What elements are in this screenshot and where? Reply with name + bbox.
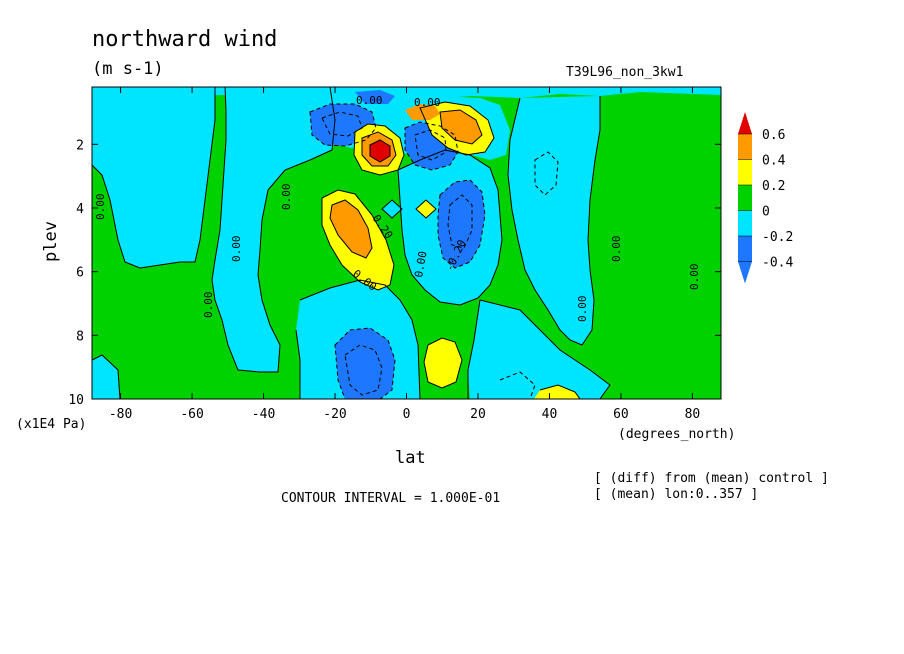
chart-title: northward wind <box>92 27 277 52</box>
colorbar-segment <box>738 236 752 262</box>
contour-label: 0.00 <box>414 96 441 109</box>
contour-label: 0.00 <box>610 236 623 263</box>
x-tick-label: -80 <box>109 407 132 422</box>
colorbar-min-triangle <box>738 261 752 284</box>
band-pos-max <box>370 140 390 162</box>
x-tick-label: 20 <box>470 407 486 422</box>
y-tick-label: 10 <box>68 393 84 408</box>
contour-label: 0.00 <box>202 292 215 319</box>
note-diff: [ (diff) from (mean) control ] <box>594 471 829 486</box>
y-tick-label: 8 <box>76 329 84 344</box>
x-tick-label: 0 <box>403 407 411 422</box>
colorbar-segment <box>738 159 752 185</box>
contour-label: 0.00 <box>356 94 383 107</box>
x-tick-label: 80 <box>685 407 701 422</box>
colorbar-label: -0.2 <box>762 230 793 245</box>
colorbar-max-triangle <box>738 112 752 134</box>
contour-label: 0.00 <box>412 250 429 278</box>
colorbar-segment <box>738 134 752 160</box>
x-tick-label: -40 <box>252 407 275 422</box>
contour-label: 0.00 <box>280 184 293 211</box>
y-axis-title: plev <box>41 221 61 262</box>
colorbar-label: 0.2 <box>762 179 785 194</box>
colorbar-label: -0.4 <box>762 256 793 271</box>
x-tick-label: 60 <box>613 407 629 422</box>
colorbar-segment <box>738 185 752 211</box>
x-axis-units: (degrees_north) <box>618 427 735 442</box>
contour-label: 0.00 <box>94 194 107 221</box>
contour-lines-negative <box>309 103 559 399</box>
x-tick-label: 40 <box>542 407 558 422</box>
x-tick-label: -20 <box>323 407 346 422</box>
contour-interval: CONTOUR INTERVAL = 1.000E-01 <box>281 491 500 506</box>
y-axis-units: (x1E4 Pa) <box>16 417 86 432</box>
contour-lines <box>92 87 611 399</box>
x-tick-label: -60 <box>180 407 203 422</box>
contour-label: 0.00 <box>576 296 589 323</box>
y-tick-label: 6 <box>76 266 84 281</box>
colorbar: 0.6 0.4 0.2 0 -0.2 -0.4 <box>738 112 793 284</box>
x-axis: -80 -60 -40 -20 0 20 40 60 80 <box>109 87 700 422</box>
contour-label: 0.00 <box>230 236 243 263</box>
colorbar-label: 0.4 <box>762 154 786 169</box>
run-label: T39L96_non_3kw1 <box>566 65 683 80</box>
y-axis: 2 4 6 8 10 <box>68 138 721 408</box>
y-tick-label: 2 <box>76 138 84 153</box>
plot-area: 0.00 0.00 0.00 0.00 0.00 0.00 0.00 0.00 … <box>91 86 722 400</box>
x-axis-title: lat <box>395 448 426 468</box>
colorbar-label: 0.6 <box>762 128 785 143</box>
colorbar-label: 0 <box>762 205 770 220</box>
note-mean: [ (mean) lon:0..357 ] <box>594 487 758 502</box>
chart-subtitle: (m s-1) <box>92 59 164 79</box>
contour-label: 0.00 <box>688 264 701 291</box>
contour-field: 0.00 0.00 0.00 0.00 0.00 0.00 0.00 0.00 … <box>92 87 721 399</box>
colorbar-segment <box>738 210 752 236</box>
y-tick-label: 4 <box>76 202 84 217</box>
